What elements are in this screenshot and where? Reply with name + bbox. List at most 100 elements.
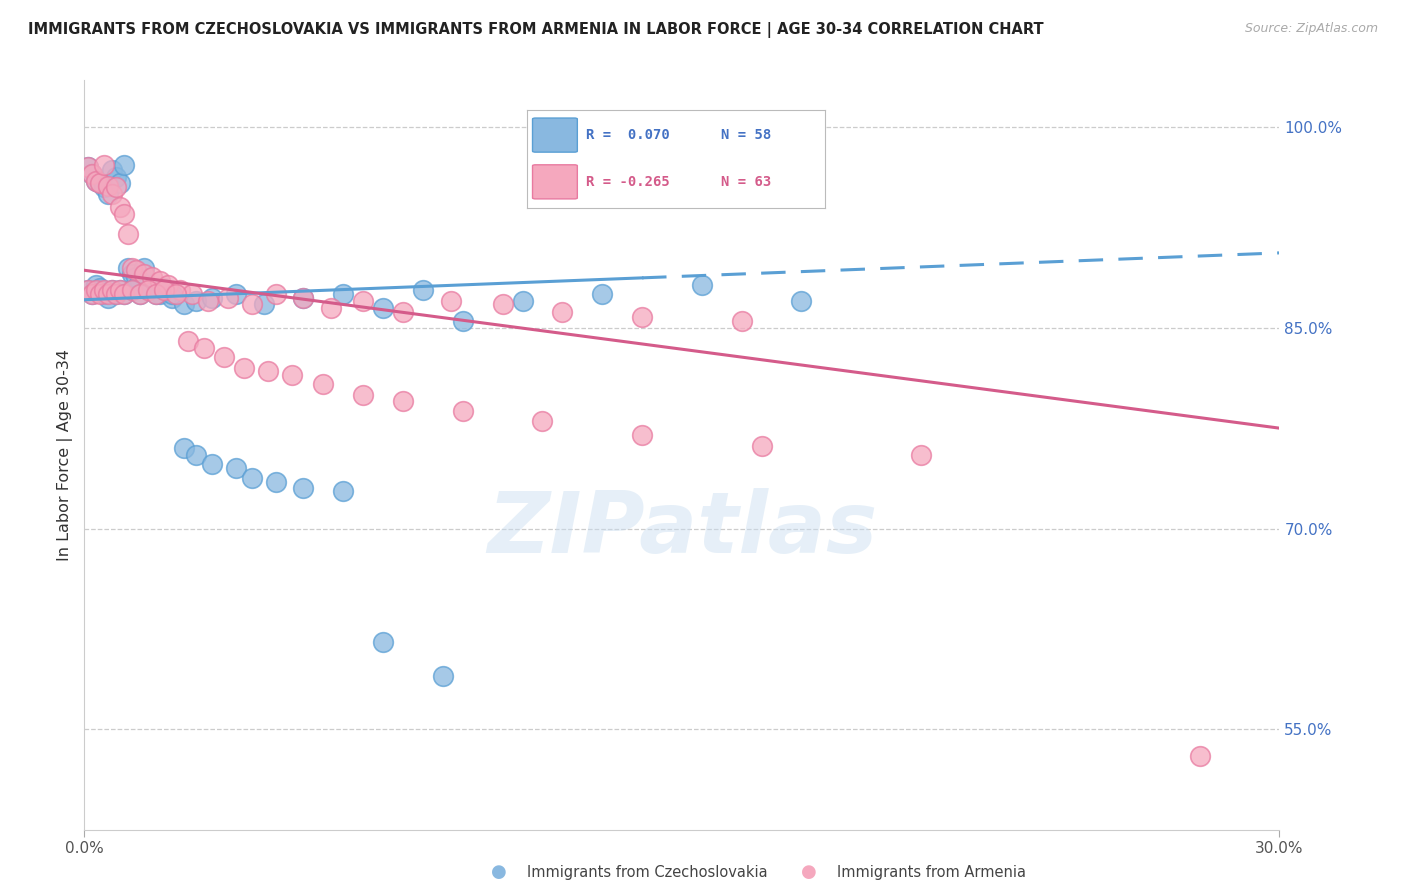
- Point: [82, 287, 104, 301]
- Point: [89, 280, 111, 294]
- Point: [591, 287, 613, 301]
- Point: [392, 394, 415, 409]
- Point: [332, 483, 354, 498]
- Point: [373, 635, 395, 649]
- Point: [193, 341, 215, 355]
- Point: [82, 167, 104, 181]
- Point: [129, 287, 152, 301]
- Point: [160, 291, 183, 305]
- Point: [105, 287, 128, 301]
- Point: [173, 441, 195, 455]
- Point: [105, 169, 128, 184]
- Point: [117, 227, 139, 241]
- Point: [145, 287, 167, 301]
- Point: [177, 334, 200, 349]
- Point: [93, 284, 115, 298]
- Point: [217, 291, 239, 305]
- Point: [631, 310, 654, 325]
- Point: [89, 177, 111, 191]
- Text: Immigrants from Armenia: Immigrants from Armenia: [837, 865, 1025, 880]
- Point: [531, 414, 554, 429]
- Point: [110, 284, 132, 298]
- Point: [292, 482, 315, 496]
- Point: [110, 284, 132, 298]
- Point: [352, 387, 374, 401]
- Point: [451, 403, 474, 417]
- Point: [145, 287, 167, 301]
- Point: [77, 161, 100, 175]
- Point: [292, 291, 315, 305]
- Point: [125, 269, 148, 284]
- Point: [153, 284, 176, 298]
- Point: [392, 304, 415, 318]
- Point: [110, 200, 132, 214]
- Point: [105, 180, 128, 194]
- Text: ●: ●: [800, 863, 817, 881]
- Point: [173, 296, 195, 310]
- Point: [240, 296, 263, 310]
- Point: [77, 284, 100, 298]
- Point: [121, 284, 143, 298]
- Point: [332, 287, 354, 301]
- Point: [86, 284, 108, 298]
- Point: [790, 293, 813, 308]
- Point: [149, 287, 172, 301]
- Text: ●: ●: [491, 863, 508, 881]
- Point: [93, 157, 115, 171]
- Point: [751, 438, 773, 452]
- Point: [256, 364, 278, 378]
- Point: [264, 287, 287, 301]
- Point: [631, 427, 654, 442]
- Point: [89, 177, 111, 191]
- Point: [412, 284, 434, 298]
- Point: [141, 269, 163, 284]
- Point: [373, 301, 395, 315]
- Text: Immigrants from Czechoslovakia: Immigrants from Czechoslovakia: [527, 865, 768, 880]
- Point: [225, 461, 247, 475]
- Point: [141, 280, 163, 294]
- Point: [201, 291, 224, 305]
- Point: [184, 293, 207, 308]
- Point: [1188, 749, 1211, 764]
- Point: [492, 296, 515, 310]
- Point: [197, 293, 219, 308]
- Point: [232, 361, 254, 376]
- Point: [77, 284, 100, 298]
- Text: Source: ZipAtlas.com: Source: ZipAtlas.com: [1244, 22, 1378, 36]
- Point: [97, 287, 120, 301]
- Point: [312, 376, 335, 391]
- Point: [910, 448, 932, 462]
- Point: [440, 293, 463, 308]
- Text: ZIPatlas: ZIPatlas: [486, 488, 877, 572]
- Point: [112, 207, 135, 221]
- Point: [157, 277, 180, 292]
- Point: [432, 669, 454, 683]
- Point: [129, 274, 152, 288]
- Point: [97, 178, 120, 194]
- Point: [201, 457, 224, 471]
- Point: [129, 287, 152, 301]
- Text: IMMIGRANTS FROM CZECHOSLOVAKIA VS IMMIGRANTS FROM ARMENIA IN LABOR FORCE | AGE 3: IMMIGRANTS FROM CZECHOSLOVAKIA VS IMMIGR…: [28, 22, 1043, 38]
- Point: [112, 287, 135, 301]
- Point: [86, 173, 108, 187]
- Point: [97, 187, 120, 202]
- Point: [512, 293, 534, 308]
- Point: [105, 287, 128, 301]
- Point: [451, 314, 474, 328]
- Point: [86, 173, 108, 187]
- Point: [93, 180, 115, 194]
- Point: [153, 280, 176, 294]
- Point: [112, 287, 135, 301]
- Point: [264, 475, 287, 489]
- Y-axis label: In Labor Force | Age 30-34: In Labor Force | Age 30-34: [58, 349, 73, 561]
- Point: [136, 284, 159, 298]
- Point: [253, 296, 276, 310]
- Point: [165, 287, 187, 301]
- Point: [101, 284, 124, 298]
- Point: [280, 368, 302, 382]
- Point: [101, 284, 124, 298]
- Point: [321, 301, 343, 315]
- Point: [292, 291, 315, 305]
- Point: [352, 293, 374, 308]
- Point: [86, 277, 108, 292]
